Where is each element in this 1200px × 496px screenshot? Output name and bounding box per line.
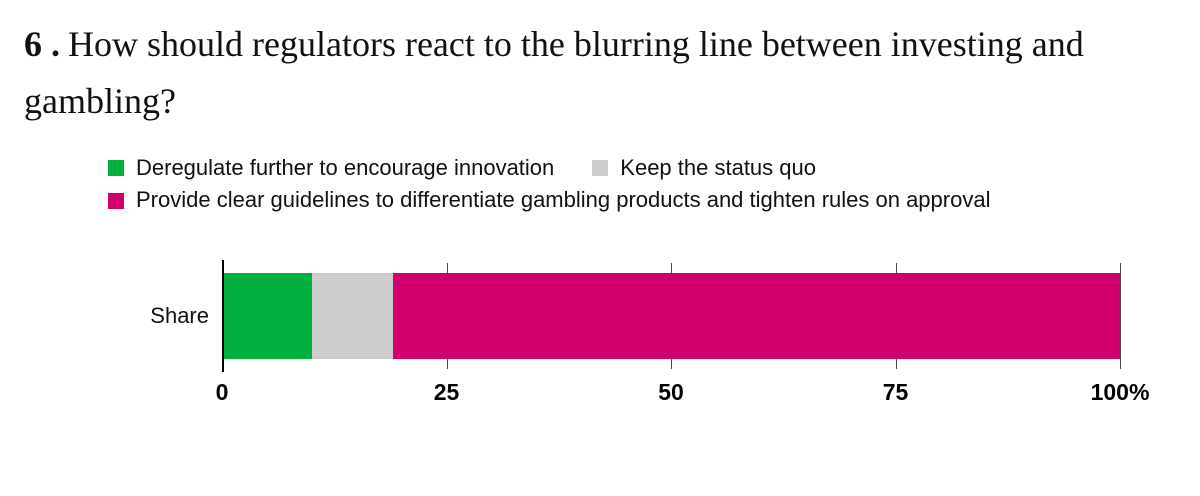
- x-axis: 0 25 50 75 100%: [216, 377, 1150, 411]
- category-label: Share: [150, 302, 209, 328]
- x-tick-label: 25: [433, 378, 460, 405]
- legend-swatch-icon: [108, 192, 124, 209]
- x-tick-label: 50: [658, 378, 684, 405]
- legend-label: Provide clear guidelines to differentiat…: [136, 187, 991, 213]
- question-title: 6 . How should regulators react to the bl…: [24, 16, 1134, 130]
- stacked-bar-chart: Share 0 25 50 75 100%: [24, 259, 1176, 411]
- bar-segment: [392, 272, 1120, 359]
- legend: Deregulate further to encourage innovati…: [108, 154, 1068, 215]
- chart-row: Share: [24, 259, 1121, 372]
- legend-label: Deregulate further to encourage innovati…: [136, 154, 555, 180]
- legend-item: Deregulate further to encourage innovati…: [108, 154, 554, 183]
- x-axis-row: 0 25 50 75 100%: [24, 377, 1150, 411]
- stacked-bar: [222, 272, 1120, 359]
- x-tick-label: 0: [215, 378, 229, 405]
- x-tick-label: 100%: [1090, 378, 1150, 405]
- axis-spacer: [24, 377, 222, 411]
- legend-item: Keep the status quo: [592, 154, 816, 183]
- legend-swatch-icon: [108, 160, 124, 177]
- legend-label: Keep the status quo: [620, 154, 816, 180]
- bar-segment: [222, 272, 312, 359]
- plot-area: [222, 259, 1121, 372]
- legend-item: Provide clear guidelines to differentiat…: [108, 186, 990, 215]
- x-tick-label: 75: [882, 378, 909, 405]
- y-axis-line: [222, 259, 224, 372]
- gridline: [1120, 262, 1121, 369]
- bar-segment: [311, 272, 393, 359]
- question-text: How should regulators react to the blurr…: [24, 24, 1084, 121]
- question-number: 6 .: [24, 24, 60, 64]
- legend-swatch-icon: [592, 160, 609, 177]
